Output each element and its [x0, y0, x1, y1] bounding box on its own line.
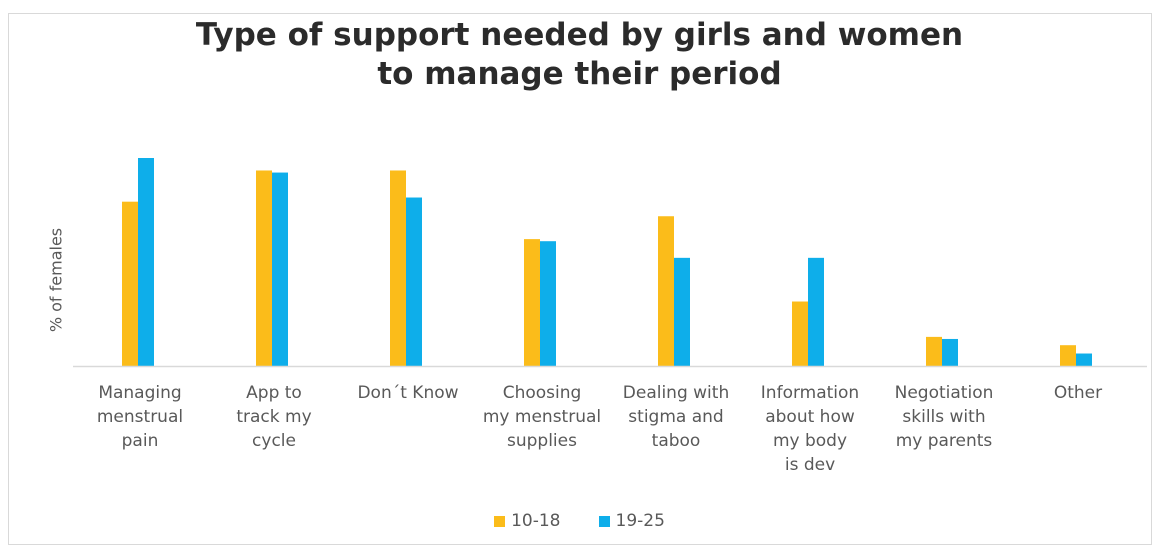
category-label-0: Managing menstrual pain [76, 381, 204, 453]
category-label-0-line-2: pain [121, 431, 159, 451]
category-label-3-line-1: my menstrual [482, 407, 602, 427]
category-label-6-line-1: skills with [902, 407, 986, 427]
chart-title: Type of support needed by girls and wome… [0, 16, 1159, 94]
category-label-4-line-0: Dealing with [622, 383, 730, 403]
category-label-7-line-0: Other [1053, 383, 1103, 403]
category-label-7: Other [1014, 381, 1142, 405]
chart-title-line-1: Type of support needed by girls and wome… [195, 17, 964, 53]
category-label-4: Dealing with stigma and taboo [612, 381, 740, 453]
bar-19-25-3 [540, 241, 556, 366]
category-label-5-line-3: is dev [784, 455, 836, 475]
legend: 10-18 19-25 [0, 511, 1159, 531]
chart-title-line-2: to manage their period [377, 56, 782, 92]
category-label-6: Negotiation skills with my parents [880, 381, 1008, 453]
bar-19-25-0 [138, 158, 154, 366]
category-label-5-line-1: about how [765, 407, 855, 427]
category-label-4-line-1: stigma and [628, 407, 724, 427]
bar-19-25-7 [1076, 353, 1092, 366]
category-label-0-line-1: menstrual [96, 407, 184, 427]
category-label-2-line-0: Don´t Know [357, 383, 459, 403]
bar-19-25-2 [406, 197, 422, 366]
category-label-1-line-1: track my [236, 407, 312, 427]
category-label-1-line-2: cycle [252, 431, 296, 451]
category-label-1: App to track my cycle [210, 381, 338, 453]
bar-10-18-1 [256, 170, 272, 366]
bar-10-18-4 [658, 216, 674, 366]
bar-10-18-2 [390, 170, 406, 366]
bar-10-18-0 [122, 201, 138, 366]
category-label-4-line-2: taboo [651, 431, 701, 451]
category-label-3-line-2: supplies [507, 431, 577, 451]
bar-19-25-4 [674, 257, 690, 366]
category-label-5: Information about how my body is dev [746, 381, 874, 477]
category-label-3: Choosing my menstrual supplies [478, 381, 606, 453]
legend-label-19-25: 19-25 [615, 511, 665, 531]
category-label-6-line-2: my parents [895, 431, 993, 451]
bar-19-25-5 [808, 257, 824, 366]
legend-item-10-18: 10-18 [494, 511, 561, 531]
legend-swatch-19-25 [598, 515, 610, 527]
bar-10-18-3 [524, 239, 540, 366]
category-label-5-line-2: my body [772, 431, 848, 451]
category-label-0-line-0: Managing [98, 383, 182, 403]
chart-frame [8, 13, 1152, 545]
legend-item-19-25: 19-25 [598, 511, 665, 531]
legend-label-10-18: 10-18 [511, 511, 561, 531]
category-label-1-line-0: App to [246, 383, 302, 403]
bar-10-18-5 [792, 301, 808, 366]
bar-19-25-1 [272, 172, 288, 366]
category-label-3-line-0: Choosing [502, 383, 582, 403]
bars-group [122, 158, 1092, 366]
bar-19-25-6 [942, 338, 958, 366]
category-label-2: Don´t Know [344, 381, 472, 405]
category-label-6-line-0: Negotiation [894, 383, 994, 403]
legend-swatch-10-18 [494, 515, 506, 527]
bar-10-18-6 [926, 336, 942, 366]
category-label-5-line-0: Information [760, 383, 860, 403]
bar-10-18-7 [1060, 345, 1076, 366]
